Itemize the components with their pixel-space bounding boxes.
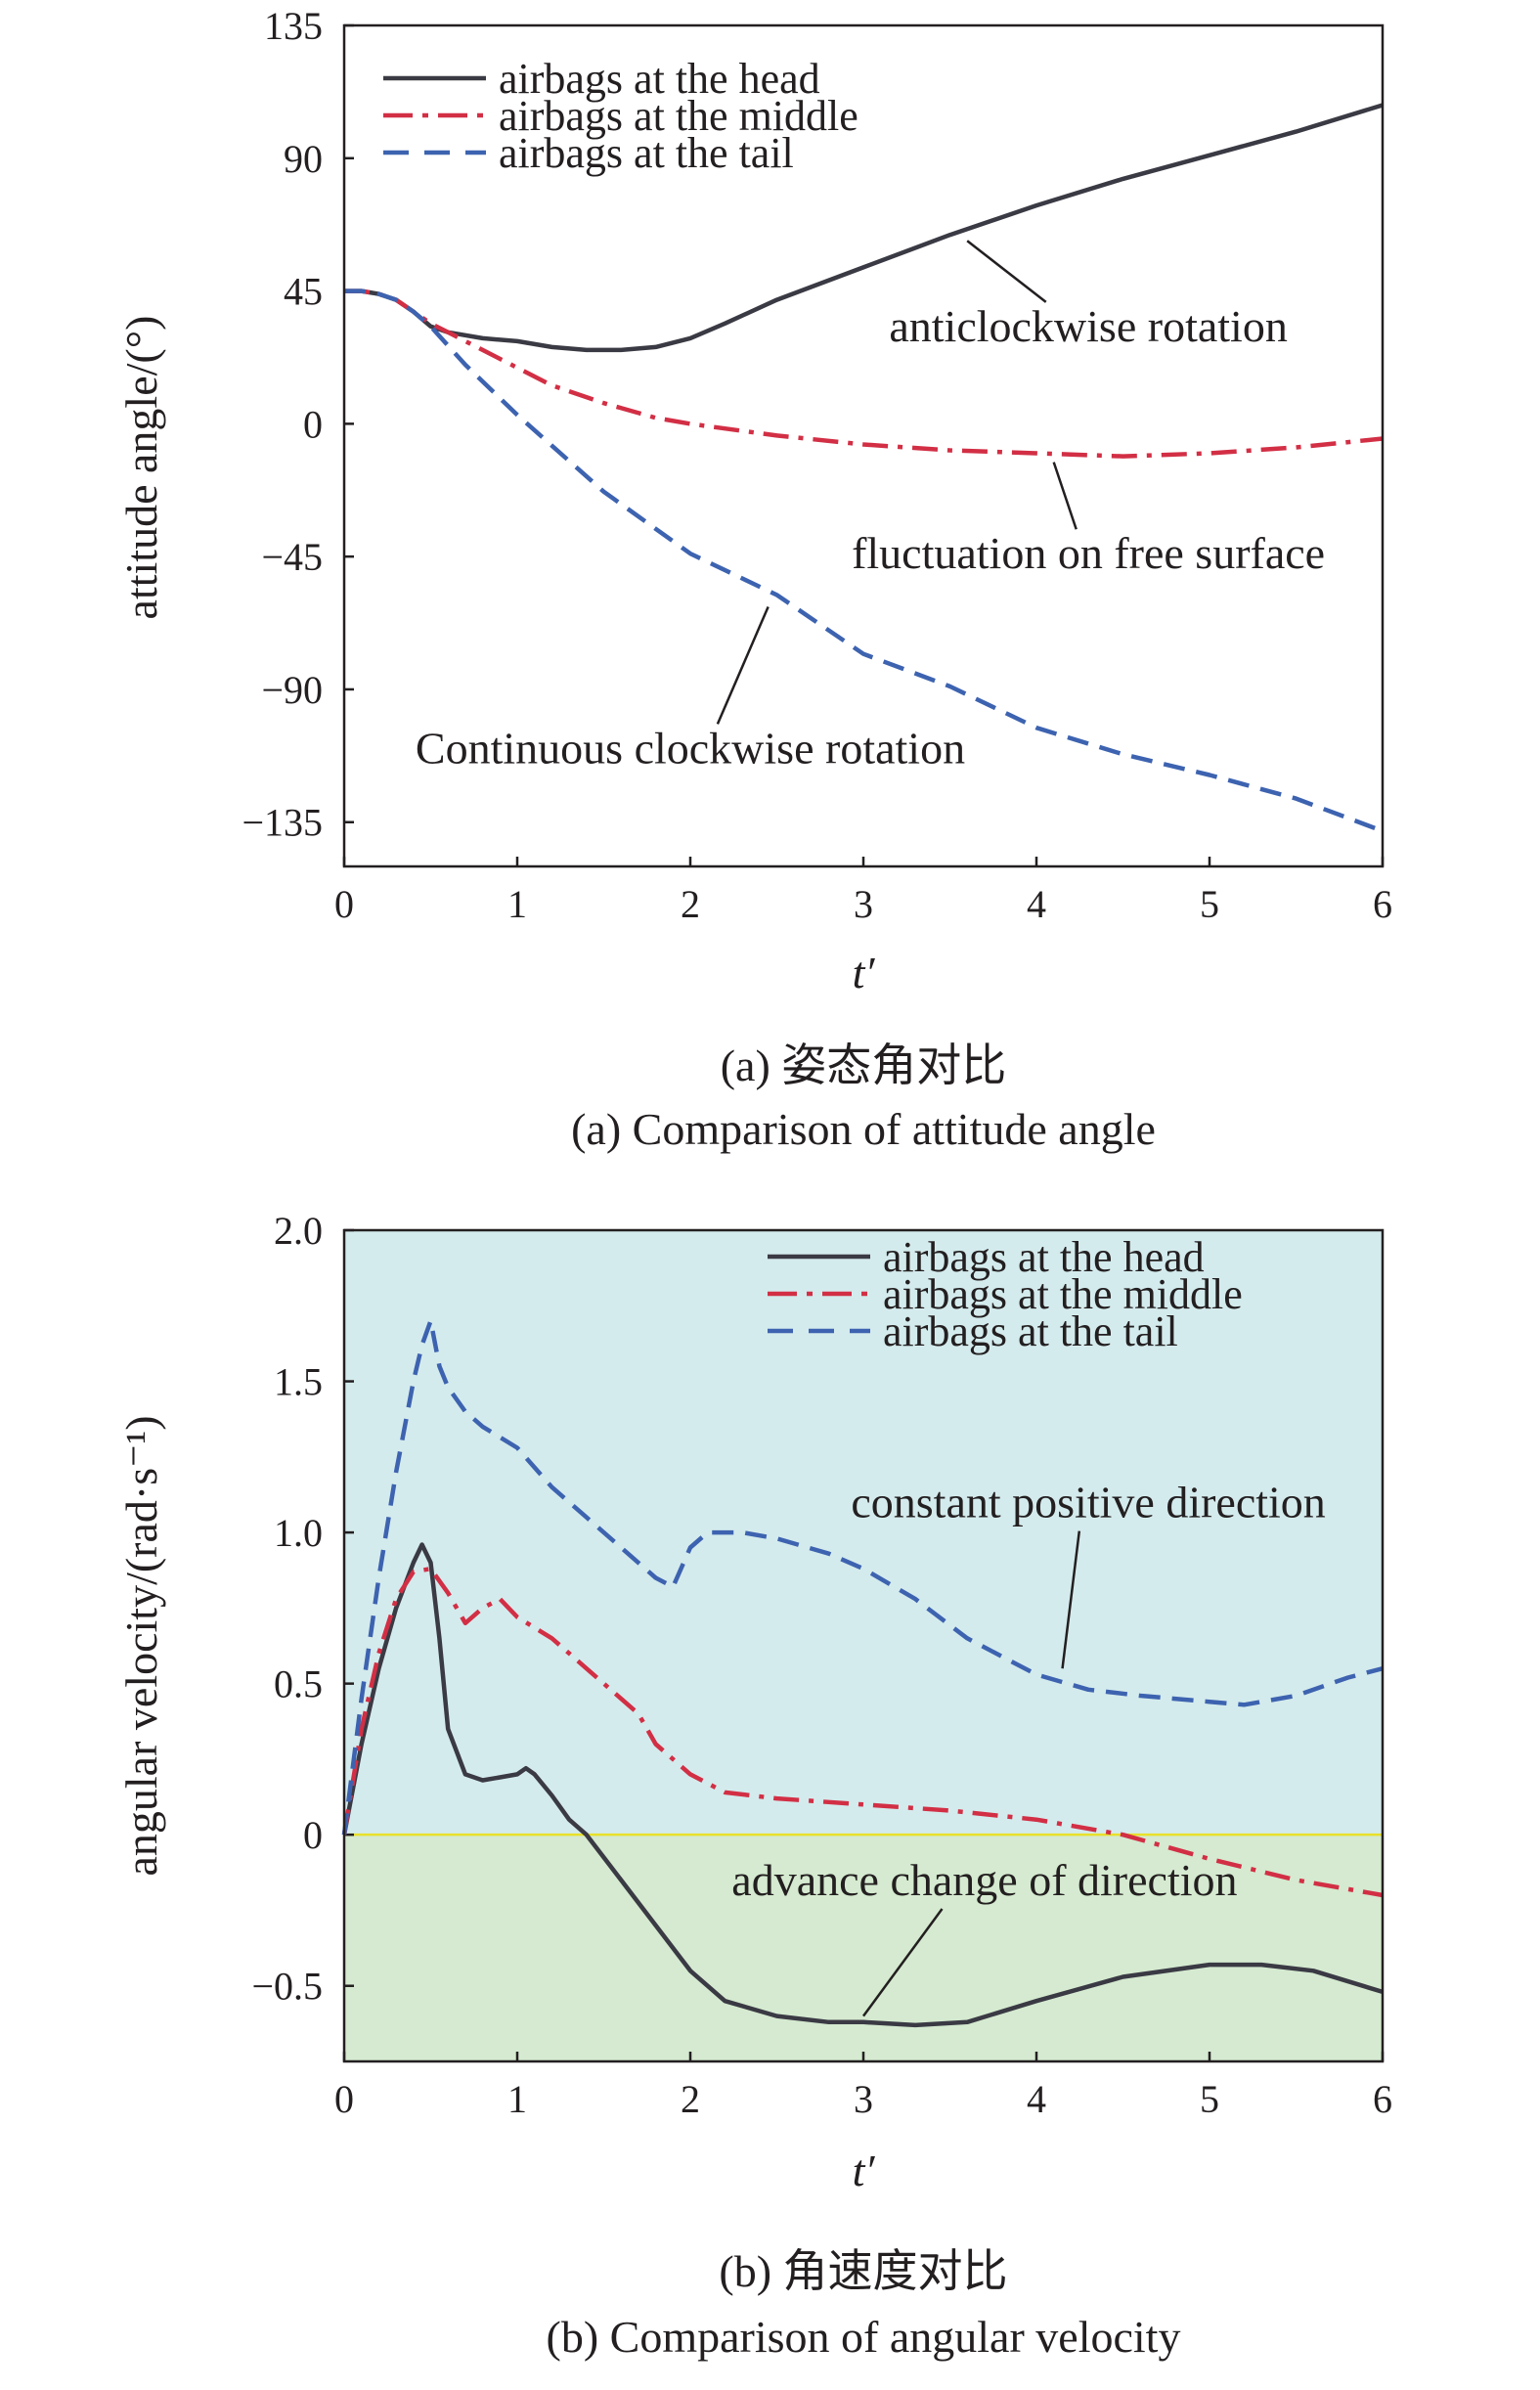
annotation-text-0: constant positive direction xyxy=(851,1478,1325,1527)
plot-frame xyxy=(342,23,1385,868)
caption-cn: (b) 角速度对比 xyxy=(719,2246,1007,2296)
y-tick-label: 135 xyxy=(264,4,323,48)
y-tick-label: −135 xyxy=(242,801,323,845)
plot-frame xyxy=(342,1228,1385,2063)
legend-label-0: airbags at the head xyxy=(499,55,820,103)
annotation-leader-0 xyxy=(966,240,1047,303)
x-axis-label: t′ xyxy=(853,948,876,997)
annotation-leader-2 xyxy=(716,605,770,725)
x-tick-label: 1 xyxy=(507,882,527,926)
caption-en: (a) Comparison of attitude angle xyxy=(571,1104,1156,1154)
annotations: anticlockwise rotation fluctuation on fre… xyxy=(416,240,1325,773)
background-regions xyxy=(344,1230,1383,2061)
positive-region xyxy=(344,1230,1383,1836)
series-line-1 xyxy=(344,288,1384,459)
annotation-text-2: Continuous clockwise rotation xyxy=(416,723,965,773)
y-axis-label: angular velocity/(rad·s⁻¹) xyxy=(116,1415,166,1876)
y-tick-label: −90 xyxy=(261,668,323,712)
caption-cn: (a) 姿态角对比 xyxy=(721,1040,1007,1090)
x-tick-label: 1 xyxy=(507,2077,527,2121)
annotation-text-1: advance change of direction xyxy=(731,1855,1237,1905)
annotation-text-0: anticlockwise rotation xyxy=(889,301,1288,351)
x-tick-label: 0 xyxy=(334,2077,354,2121)
y-tick-label: 45 xyxy=(284,270,323,314)
x-tick-label: 6 xyxy=(1373,882,1392,926)
legend-label-1: airbags at the middle xyxy=(883,1270,1243,1318)
x-tick-label: 4 xyxy=(1027,2077,1046,2121)
x-tick-label: 3 xyxy=(854,2077,873,2121)
series-lines xyxy=(341,1318,1384,2028)
series-line-1 xyxy=(341,1566,1384,1898)
x-tick-label: 2 xyxy=(681,882,700,926)
series-line-2 xyxy=(344,288,1384,833)
x-tick-label: 5 xyxy=(1200,882,1219,926)
annotation-leader-1 xyxy=(861,1908,944,2017)
y-tick-label: 0.5 xyxy=(274,1662,323,1706)
annotation-leader-0 xyxy=(1061,1530,1081,1669)
x-tick-label: 3 xyxy=(854,882,873,926)
x-tick-label: 6 xyxy=(1373,2077,1392,2121)
y-tick-label: 0 xyxy=(303,1813,323,1857)
y-axis-label: attitude angle/(°) xyxy=(116,316,166,620)
legend-label-0: airbags at the head xyxy=(883,1233,1205,1281)
x-axis-label: t′ xyxy=(853,2146,876,2195)
y-tick-label: 1.0 xyxy=(274,1511,323,1555)
annotation-text-1: fluctuation on free surface xyxy=(852,528,1325,578)
y-tick-label: 1.5 xyxy=(274,1360,323,1404)
x-tick-label: 0 xyxy=(334,882,354,926)
caption-en: (b) Comparison of angular velocity xyxy=(547,2312,1181,2362)
y-tick-label: 2.0 xyxy=(274,1209,323,1253)
axes: 0 1 2 3 4 5 6 2.0 1.5 1.0 0.5 0 −0.5 xyxy=(251,1209,1392,2121)
annotations: constant positive direction advance chang… xyxy=(731,1478,1326,2017)
x-tick-label: 4 xyxy=(1027,882,1046,926)
y-tick-label: 0 xyxy=(303,402,323,446)
y-tick-label: 90 xyxy=(284,137,323,181)
x-tick-label: 2 xyxy=(681,2077,700,2121)
panel-b-angular-velocity: 0 1 2 3 4 5 6 2.0 1.5 1.0 0.5 0 −0.5 airbags at the … xyxy=(116,1209,1392,2362)
y-tick-label: −0.5 xyxy=(251,1965,323,2009)
series-lines xyxy=(344,103,1384,833)
x-tick-label: 5 xyxy=(1200,2077,1219,2121)
legend-label-1: airbags at the middle xyxy=(499,92,858,140)
y-tick-label: −45 xyxy=(261,535,323,579)
annotation-leader-1 xyxy=(1052,462,1078,530)
series-line-2 xyxy=(341,1318,1384,1836)
legend-label-2: airbags at the tail xyxy=(883,1307,1178,1355)
series-line-0 xyxy=(341,1542,1384,2028)
legend-label-2: airbags at the tail xyxy=(499,129,794,177)
